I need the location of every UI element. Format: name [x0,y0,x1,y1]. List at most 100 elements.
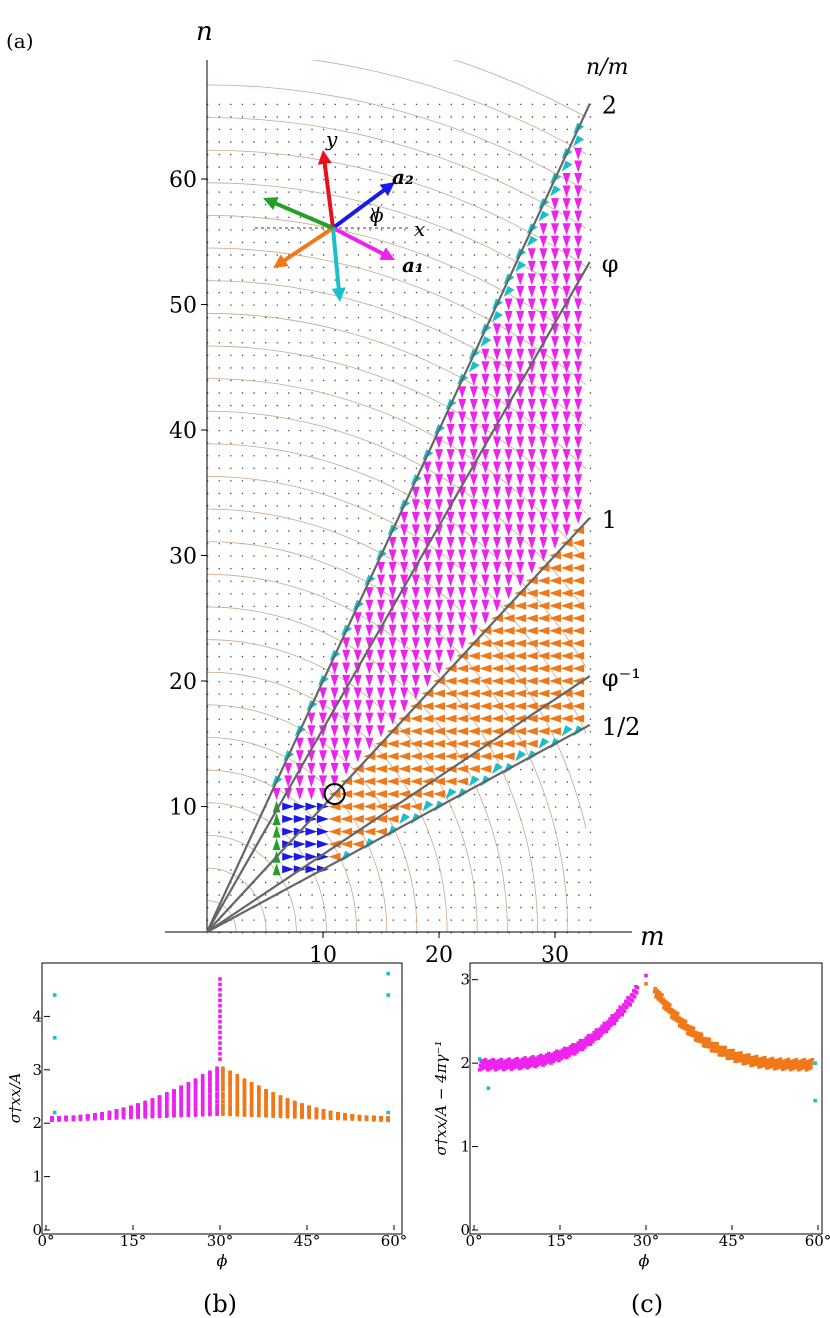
point-magenta [526,1061,530,1066]
point-orange [688,1032,692,1037]
point-magenta [193,1087,198,1092]
a1-arrow [332,226,389,259]
arrow-magenta [574,147,583,160]
point-orange [767,1061,772,1066]
point-magenta [534,1060,538,1065]
arrow-magenta [469,461,478,474]
point-magenta [560,1052,564,1057]
point-magenta [524,1063,528,1067]
arrow-magenta [400,662,409,675]
point-orange [734,1055,738,1060]
arrow-magenta [481,461,490,474]
point-magenta [575,1045,580,1050]
point-magenta [57,1116,61,1120]
point-orange [278,1113,283,1118]
arrow-magenta [504,511,513,524]
point-orange [785,1065,789,1070]
point-orange [749,1063,753,1068]
arrow-magenta [527,411,536,424]
arrow-magenta [551,474,559,487]
arrow-magenta [516,524,525,537]
point-orange [221,1073,225,1078]
point-orange [657,994,661,998]
point-magenta [496,1062,501,1067]
point-orange [760,1056,765,1061]
point-orange [665,1004,669,1009]
point-orange [235,1099,240,1104]
point-magenta [200,1079,205,1083]
point-orange [712,1045,717,1050]
arrow-orange [398,752,411,761]
arrow-cyan [561,160,573,172]
point-magenta [628,1002,633,1007]
point-orange [703,1036,707,1041]
point-orange [676,1019,681,1024]
arrow-orange [491,752,503,761]
arrow-magenta [562,449,571,462]
point-magenta [200,1108,205,1113]
point-orange [221,1071,225,1075]
arrow-orange [456,777,469,786]
arrow-magenta [458,411,467,424]
arrow-magenta [284,775,293,788]
point-orange [737,1051,741,1056]
point-magenta [580,1041,584,1045]
point-orange [777,1065,781,1069]
arrow-orange [572,664,585,673]
arrow-cyan [422,800,434,812]
arrow-magenta [481,562,490,575]
point-magenta [179,1091,183,1096]
arrow-magenta [469,386,478,399]
arrow-magenta [342,725,351,738]
point-orange [720,1049,725,1054]
arrow-magenta [574,311,583,324]
point-magenta [157,1113,162,1118]
arrow-magenta [342,637,351,650]
direction-inset: y x a₂ a₁ ϕ [255,127,425,302]
arrow-orange [514,677,527,685]
arrow-magenta [574,185,583,198]
point-magenta [218,977,222,981]
arrow-magenta [574,449,583,462]
point-orange [249,1102,254,1107]
point-magenta [208,1101,212,1105]
arrow-magenta [400,511,409,524]
arrow-magenta [353,649,362,662]
point-magenta [518,1062,522,1067]
arrow-magenta [400,675,409,687]
point-cyan [52,993,57,997]
point-orange [321,1115,326,1119]
point-orange [770,1056,775,1061]
arrow-orange [456,739,469,748]
arrow-magenta [539,424,548,436]
x-tick-label: 60° [805,1232,830,1250]
arrow-magenta [423,536,432,549]
point-orange [698,1039,702,1044]
point-orange [228,1108,232,1112]
y-tick-label: 0 [460,1221,470,1239]
arrow-magenta [493,361,501,374]
arrow-magenta [539,260,548,273]
arrow-magenta [423,511,432,524]
point-magenta [186,1112,191,1116]
arrow-magenta [423,461,432,474]
arrow-magenta [411,524,420,537]
arrow-magenta [469,536,478,549]
point-magenta [595,1034,599,1039]
arrow-blue [317,827,329,836]
arrow-magenta [539,524,548,537]
point-orange [654,992,659,996]
point-magenta [548,1054,553,1059]
point-magenta [179,1093,183,1097]
arrow-orange [398,802,411,811]
arrow-orange [514,664,527,673]
arrow-magenta [493,574,501,587]
point-orange [221,1088,225,1092]
point-orange [249,1110,254,1114]
point-orange [750,1055,755,1060]
point-magenta [539,1053,543,1058]
arrow-orange [433,764,445,773]
point-magenta [172,1099,176,1104]
arrow-magenta [353,700,362,713]
point-orange [808,1058,812,1063]
